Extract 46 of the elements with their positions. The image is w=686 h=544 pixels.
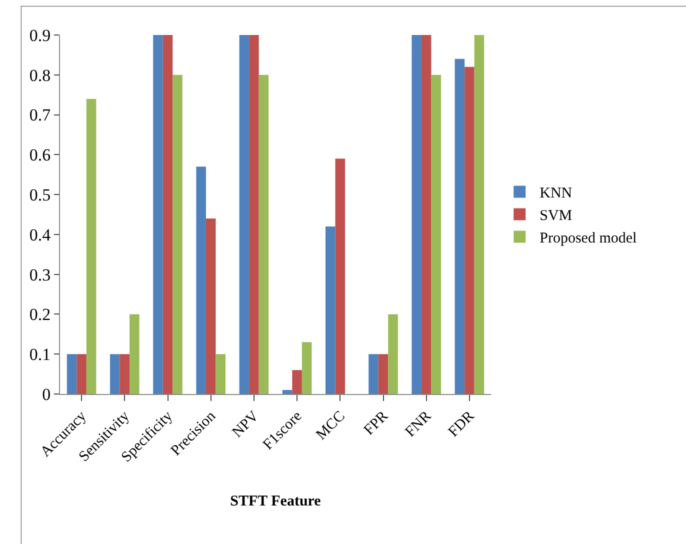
bar [412,35,422,394]
bar [110,354,120,394]
bar [239,35,250,394]
bar [326,226,336,394]
bar [86,98,96,394]
bar [258,74,269,394]
y-tick-label: 0.2 [29,305,51,324]
bar [335,158,346,394]
legend-label: Proposed model [540,230,637,247]
legend-label: SVM [540,208,572,224]
x-tick-label: FNR [402,408,434,440]
bar [282,390,292,394]
bar [302,342,312,394]
y-tick-label: 0.4 [29,225,52,244]
bar [216,354,226,394]
bar [368,354,378,394]
x-tick-label: FPR [361,408,392,439]
bar [120,354,130,394]
bar [292,370,302,394]
bar [162,35,173,394]
bar [474,35,484,394]
bar [388,314,398,394]
bar [249,35,259,394]
legend-label: KNN [540,186,572,202]
bar [454,58,465,394]
bar [130,314,140,394]
y-tick-label: 0.3 [29,265,51,284]
x-axis-title: STFT Feature [230,494,322,510]
bar [378,354,388,394]
bar [172,74,182,394]
bar [431,74,441,394]
bar [206,218,216,394]
bar [421,35,432,394]
y-tick-label: 0.7 [29,106,52,125]
y-tick-label: 0 [42,384,51,404]
y-tick-label: 0.1 [29,345,51,364]
y-tick-label: 0.9 [29,26,51,45]
bar [196,166,206,394]
bar [66,354,77,394]
bar [153,35,163,394]
y-tick-label: 0.5 [29,186,51,205]
y-tick-label: 0.6 [29,146,51,165]
bar [464,66,474,394]
x-tick-label: FDR [446,408,478,440]
bar [76,354,86,394]
y-tick-label: 0.8 [29,66,51,85]
